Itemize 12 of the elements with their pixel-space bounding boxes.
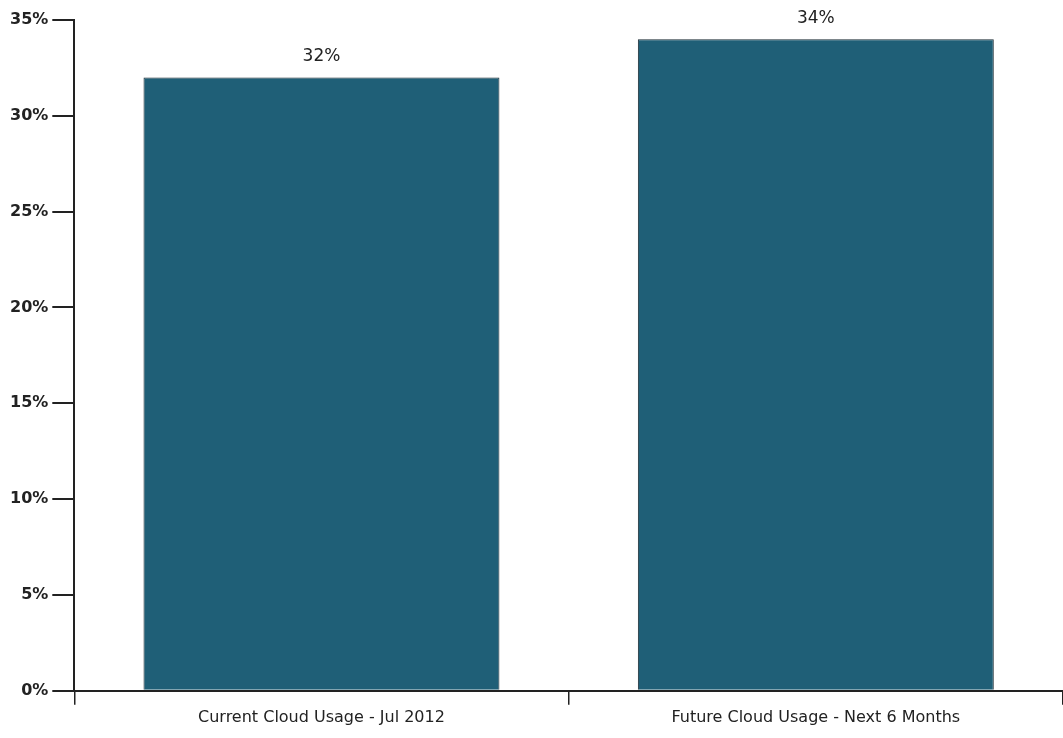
data-label: 34% [796,7,835,28]
x-tick-label: Future Cloud Usage - Next 6 Months [671,706,961,726]
y-tick-label: 10% [10,488,49,508]
y-tick-label: 0% [21,679,49,699]
x-tick-label: Current Cloud Usage - Jul 2012 [198,706,445,726]
y-tick-label: 30% [10,104,49,124]
y-tick-label: 20% [10,296,49,316]
y-tick-label: 35% [10,9,49,29]
y-tick-label: 15% [10,392,49,412]
y-tick-label: 5% [21,584,49,604]
y-tick-label: 25% [10,200,49,220]
data-label: 32% [302,45,341,66]
